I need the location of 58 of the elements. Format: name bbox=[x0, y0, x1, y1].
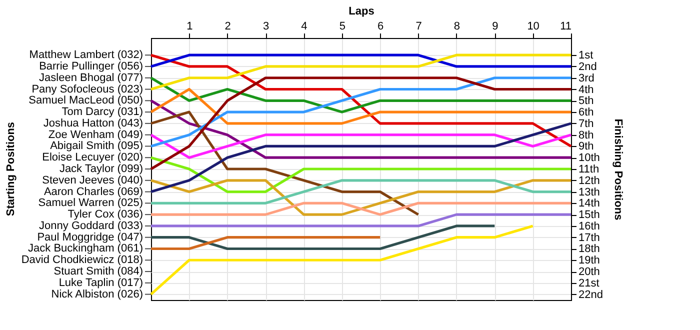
y-tick-label: 12th bbox=[578, 174, 600, 187]
text: Starting Positions bbox=[5, 122, 17, 216]
text: Jack Buckingham (061) bbox=[28, 242, 143, 255]
y-tick-label: 18th bbox=[578, 243, 600, 256]
x-tick-label: 10 bbox=[527, 20, 540, 32]
text: Samuel MacLeod (050) bbox=[28, 94, 143, 107]
text: Abigail Smith (095) bbox=[50, 140, 143, 152]
text: Barrie Pullinger (056) bbox=[39, 60, 143, 72]
y-tick-label: 11th bbox=[578, 164, 600, 176]
y-tick-label: 9th bbox=[578, 140, 594, 153]
y-tick-label: 19th bbox=[578, 254, 600, 267]
text: Jonny Goddard (033) bbox=[39, 220, 143, 232]
text: Steven Jeeves (040) bbox=[42, 174, 143, 186]
y-tick-label: 6th bbox=[578, 106, 594, 119]
text: Tyler Cox (036) bbox=[68, 208, 143, 221]
x-tick-label: 8 bbox=[454, 20, 460, 32]
y-tick-label: 3rd bbox=[578, 72, 594, 84]
text: David Chodkiewicz (018) bbox=[21, 254, 143, 266]
text: Joshua Hatton (043) bbox=[43, 117, 143, 130]
y-tick-label: 17th bbox=[578, 232, 600, 244]
text: Jasleen Bhogal (077) bbox=[39, 72, 143, 84]
x-tick-label: 5 bbox=[339, 20, 346, 32]
text: Tom Darcy (031) bbox=[62, 106, 143, 118]
text: Aaron Charles (069) bbox=[44, 186, 143, 198]
x-tick-label: 6 bbox=[378, 20, 384, 32]
y-tick-label: 22nd bbox=[578, 288, 603, 301]
x-axis-title: Laps bbox=[348, 6, 374, 18]
y-axis-title: Finishing Positions bbox=[612, 118, 624, 220]
x-tick-label: 2 bbox=[224, 20, 231, 32]
text: Paul Moggridge (047) bbox=[37, 231, 143, 244]
y-tick-label: 7th bbox=[578, 118, 594, 130]
y-tick-label: 20th bbox=[578, 266, 600, 278]
y-tick-label: 16th bbox=[578, 220, 600, 232]
x-tick-label: 11 bbox=[560, 20, 572, 32]
y-tick-label: 4th bbox=[578, 84, 594, 96]
text: Jack Taylor (099) bbox=[59, 163, 143, 175]
x-tick-label: 4 bbox=[301, 20, 308, 32]
y-tick-label: 10th bbox=[578, 152, 600, 164]
y-tick-label: 2nd bbox=[578, 60, 597, 73]
text: Luke Taplin (017) bbox=[58, 276, 143, 289]
text: Zoe Wenham (049) bbox=[48, 128, 143, 141]
x-tick-label: 3 bbox=[262, 20, 270, 32]
y-tick-label: 15th bbox=[578, 209, 600, 222]
x-tick-label: 7 bbox=[416, 20, 422, 32]
text: Matthew Lambert (032) bbox=[29, 49, 143, 62]
y-tick-label: 1st bbox=[578, 50, 594, 62]
x-tick-label: 1 bbox=[186, 20, 193, 32]
x-tick-label: 9 bbox=[492, 20, 498, 32]
text: Samuel Warren (025) bbox=[38, 197, 143, 210]
text: Stuart Smith (084) bbox=[54, 266, 143, 278]
text: Nick Albiston (026) bbox=[51, 288, 143, 300]
y-tick-label: 5th bbox=[578, 95, 594, 108]
text: Pany Sofocleous (023) bbox=[32, 83, 143, 96]
text: Eloise Lecuyer (020) bbox=[42, 152, 143, 164]
y-tick-label: 8th bbox=[578, 129, 594, 142]
y-tick-label: 21st bbox=[578, 277, 600, 290]
y-tick-label: 13th bbox=[578, 186, 600, 198]
y-tick-label: 14th bbox=[578, 198, 600, 210]
